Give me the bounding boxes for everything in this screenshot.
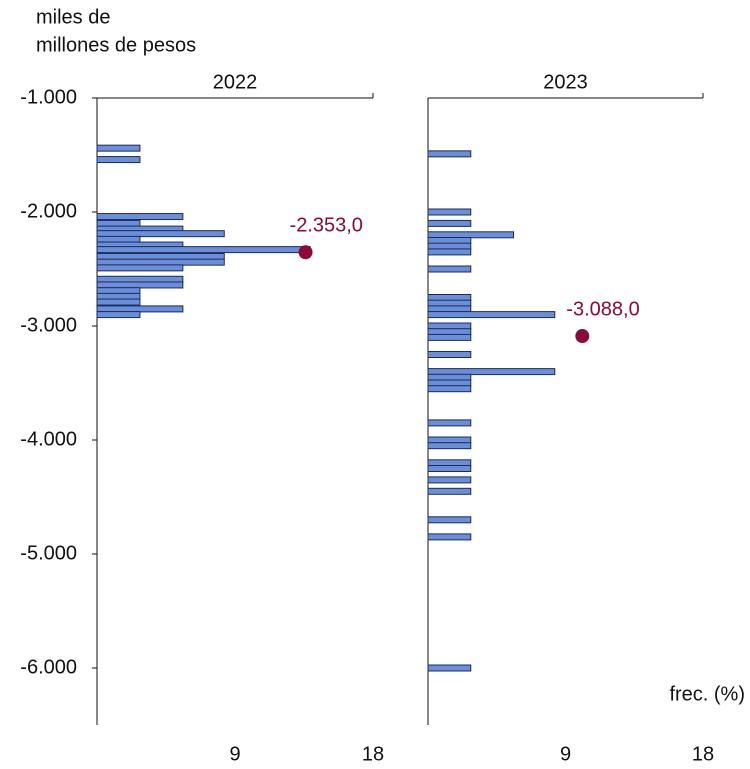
panel-title: 2022	[213, 71, 258, 93]
bar	[427, 419, 472, 427]
mean-marker	[575, 329, 590, 344]
bar	[427, 242, 472, 250]
y-tick-label: -5.000	[20, 542, 77, 564]
bar	[427, 294, 472, 301]
x-tick-label: 18	[692, 743, 714, 765]
bar	[96, 298, 141, 306]
y-axis-label: millones de pesos	[36, 34, 196, 56]
bar	[427, 664, 472, 672]
bar	[427, 219, 472, 227]
x-tick-label: 9	[229, 743, 240, 765]
bar	[427, 351, 472, 358]
bar	[427, 248, 472, 256]
bar	[96, 311, 141, 319]
bar	[427, 311, 556, 319]
bar	[427, 368, 556, 376]
y-tick-label: -2.000	[20, 200, 77, 222]
y-tick-label: -3.000	[20, 314, 77, 336]
x-axis-label: frec. (%)	[669, 683, 745, 705]
bar	[96, 156, 141, 164]
bar	[96, 219, 141, 227]
bar	[96, 275, 184, 283]
bar	[427, 476, 472, 484]
mean-marker	[298, 245, 313, 260]
bar	[96, 287, 141, 295]
bar	[427, 328, 472, 336]
bar	[96, 252, 225, 260]
y-tick-label: -4.000	[20, 428, 77, 450]
bar	[96, 235, 141, 243]
bar	[427, 436, 472, 444]
x-tick-label: 9	[560, 743, 571, 765]
bar	[96, 144, 141, 152]
bar	[427, 231, 515, 239]
bar	[96, 305, 184, 313]
bar	[427, 385, 472, 393]
panel-title: 2023	[543, 71, 588, 93]
bar	[427, 516, 472, 524]
bar	[427, 533, 472, 541]
bar	[96, 258, 225, 266]
bar	[96, 292, 141, 300]
bar	[427, 208, 472, 216]
mean-label: -2.353,0	[290, 215, 363, 237]
bar	[96, 281, 184, 289]
bar	[427, 442, 472, 450]
mean-label: -3.088,0	[566, 298, 639, 320]
bar	[427, 299, 472, 307]
y-tick-label: -1.000	[20, 86, 77, 108]
bar	[427, 487, 472, 495]
y-axis-label: miles de	[36, 6, 110, 28]
bar	[427, 322, 472, 330]
bar	[96, 230, 225, 238]
bar	[96, 264, 184, 272]
bar	[427, 150, 472, 158]
bar	[96, 213, 184, 221]
bar	[427, 265, 472, 273]
y-tick-label: -6.000	[20, 656, 77, 678]
bar	[427, 459, 472, 467]
bar	[96, 246, 311, 254]
bar	[427, 379, 472, 387]
bar	[427, 237, 472, 244]
bar	[427, 373, 472, 381]
bar	[427, 465, 472, 472]
x-tick-label: 18	[362, 743, 384, 765]
bar	[427, 305, 472, 313]
bar	[427, 333, 472, 341]
